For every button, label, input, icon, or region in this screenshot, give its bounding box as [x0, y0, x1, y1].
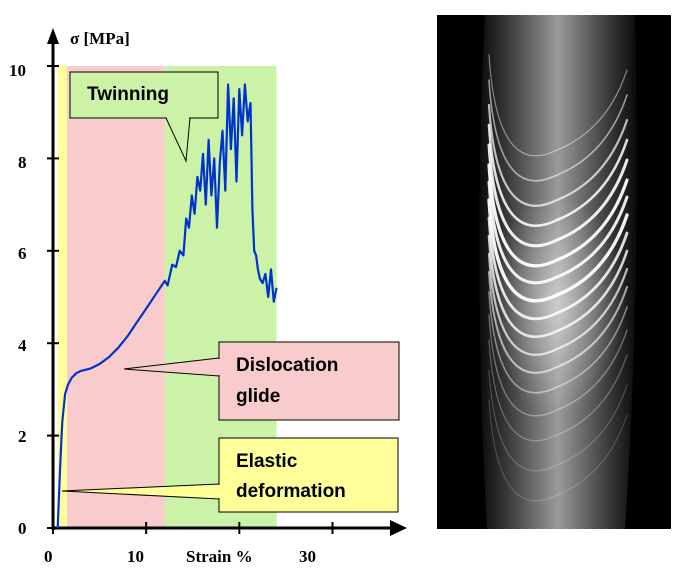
twinning-callout-label: Twinning	[87, 84, 169, 105]
twin-arc-6	[487, 180, 629, 285]
twin-arc-0	[488, 54, 628, 157]
y-tick-label-2: 2	[18, 427, 27, 446]
twin-arc-3	[487, 123, 629, 227]
twinning-callout: Twinning	[69, 71, 219, 163]
twin-arc-14	[488, 339, 628, 442]
x-axis-arrow	[390, 520, 407, 536]
twin-arc-1	[488, 79, 628, 182]
twin-arc-2	[487, 103, 629, 207]
twin-arc-15	[488, 369, 628, 472]
twin-arc-8	[487, 216, 629, 320]
twin-arc-7	[487, 198, 629, 303]
twin-band-arcs	[487, 54, 629, 502]
stress-strain-series-line	[56, 83, 278, 529]
twin-arc-9	[487, 234, 629, 338]
y-tick-label-10: 10	[9, 61, 26, 80]
y-axis-arrow	[47, 28, 59, 44]
elastic-callout: Elastic deformation	[61, 437, 399, 513]
twin-arc-5	[487, 163, 629, 268]
chart: 0 2 4 6 8 10 0 10 30 σ [MPa] Strain % Tw…	[9, 28, 407, 566]
ticks	[47, 65, 334, 534]
y-tick-label-0: 0	[18, 519, 27, 538]
elastic-callout-label-line2: deformation	[236, 481, 346, 502]
x-axis-label: Strain %	[186, 547, 253, 566]
y-tick-label-6: 6	[18, 244, 27, 263]
twin-arc-16	[488, 399, 628, 502]
twinning-callout-box	[69, 71, 219, 119]
x-tick-label-10: 10	[127, 547, 144, 566]
region-band-0	[57, 66, 67, 528]
x-tick-label-0: 0	[44, 547, 53, 566]
axes	[47, 28, 407, 536]
elastic-callout-box	[218, 437, 399, 513]
dislocation-callout-label-line1: Dislocation	[236, 355, 338, 376]
y-tick-label-4: 4	[18, 336, 27, 355]
dislocation-callout: Dislocation glide	[123, 341, 400, 421]
region-band-1	[66, 66, 165, 528]
twin-arc-12	[488, 291, 628, 394]
dislocation-callout-label-line2: glide	[236, 386, 280, 407]
micrograph-image	[437, 15, 671, 529]
y-axis-label: σ [MPa]	[70, 29, 130, 48]
twin-arc-10	[487, 252, 629, 356]
y-tick-label-8: 8	[18, 153, 27, 172]
twin-arc-13	[488, 314, 628, 417]
dislocation-callout-box	[218, 341, 400, 421]
x-tick-label-30: 30	[299, 547, 316, 566]
elastic-callout-label-line1: Elastic	[236, 451, 298, 472]
twin-arc-11	[488, 271, 628, 374]
twin-arc-4	[487, 143, 629, 248]
